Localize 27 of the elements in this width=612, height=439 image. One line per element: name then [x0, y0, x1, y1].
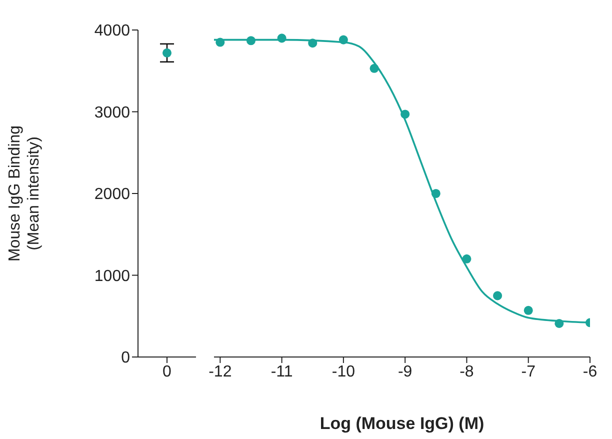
point: [554, 318, 564, 328]
point: [277, 34, 286, 43]
point: [246, 36, 256, 46]
x-tick-label: 0: [162, 363, 172, 380]
y-axis-title: Mouse IgG Binding (Mean intensity): [6, 125, 42, 262]
y-tick-label: 4000: [94, 22, 130, 40]
point: [338, 35, 348, 44]
point: [493, 291, 502, 300]
x-axis-title: Log (Mouse IgG) (M): [320, 414, 484, 433]
point: [524, 306, 533, 315]
x-tick-label: -8: [460, 363, 474, 380]
y-tick-label: 1000: [94, 268, 130, 285]
x-tick-label: -9: [398, 363, 412, 380]
x-tick-label: -7: [521, 363, 536, 380]
point: [216, 38, 225, 47]
y-tick-label: 3000: [94, 104, 130, 122]
point: [308, 38, 318, 48]
point: [431, 188, 440, 198]
x-tick-label: -12: [208, 363, 232, 380]
point: [400, 110, 410, 119]
x-tick-label: -6: [582, 363, 598, 380]
point: [462, 254, 472, 264]
y-tick-label: 0: [121, 350, 130, 367]
x-tick-label: -10: [332, 363, 356, 380]
point: [370, 64, 379, 73]
y-tick-label: 2000: [94, 186, 130, 204]
x-tick-label: -11: [270, 363, 293, 380]
